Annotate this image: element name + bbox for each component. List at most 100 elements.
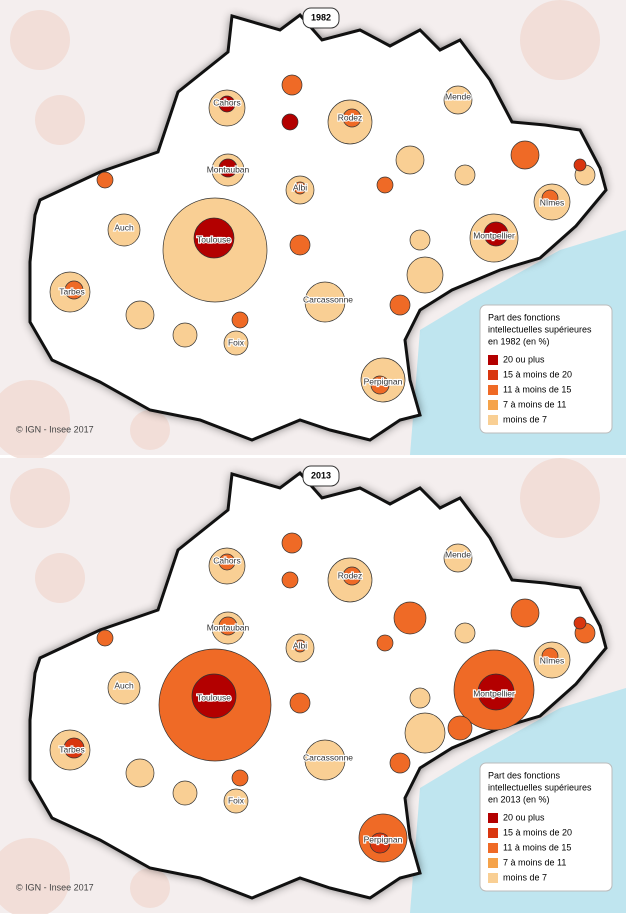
legend-label: 15 à moins de 20 <box>503 827 572 837</box>
urban-area <box>281 532 303 554</box>
legend-title: intellectuelles supérieures <box>488 324 592 334</box>
urban-area <box>172 780 198 806</box>
urban-area <box>96 171 114 189</box>
urban-area <box>443 85 473 115</box>
urban-area <box>193 217 235 259</box>
city-label: Perpignan <box>364 376 403 386</box>
credit: © IGN - Insee 2017 <box>16 424 94 434</box>
urban-area <box>447 715 473 741</box>
year-box <box>302 465 340 487</box>
city-label: Mende <box>445 91 471 101</box>
legend-swatch <box>488 400 498 410</box>
urban-area <box>304 739 346 781</box>
year-box <box>302 7 340 29</box>
map-panel: Cahors Rodez Mende Montauban Albi Nîmes Auch To… <box>0 0 626 460</box>
urban-area <box>573 158 587 172</box>
urban-area <box>125 758 155 788</box>
city-label: Tarbes <box>59 744 85 754</box>
city-label: Tarbes <box>59 286 85 296</box>
neighbor-area <box>35 553 85 603</box>
neighbor-area <box>0 380 70 460</box>
neighbor-area <box>35 95 85 145</box>
urban-area <box>409 687 431 709</box>
legend-label: 15 à moins de 20 <box>503 369 572 379</box>
urban-area <box>510 140 540 170</box>
neighbor-area <box>10 468 70 528</box>
urban-area <box>281 74 303 96</box>
legend-swatch <box>488 843 498 853</box>
legend-swatch <box>488 370 498 380</box>
city-label: Montauban <box>207 164 250 174</box>
city-label: Carcassonne <box>303 752 353 762</box>
city-label: Montpellier <box>473 230 515 240</box>
urban-area <box>289 692 311 714</box>
city-label: Cahors <box>213 97 240 107</box>
city-label: Toulouse <box>197 234 231 244</box>
urban-area <box>389 752 411 774</box>
legend-box <box>479 762 613 892</box>
urban-area <box>63 737 85 759</box>
city-label: Perpignan <box>364 834 403 844</box>
urban-area <box>231 311 249 329</box>
city-label: Montpellier <box>473 688 515 698</box>
urban-area <box>218 616 238 636</box>
credit: © IGN - Insee 2017 <box>16 882 94 892</box>
neighbor-area <box>10 10 70 70</box>
urban-area <box>541 647 559 665</box>
urban-area <box>443 543 473 573</box>
legend-swatch <box>488 858 498 868</box>
legend-label: 20 ou plus <box>503 354 545 364</box>
legend-title: Part des fonctions <box>488 770 561 780</box>
urban-area <box>395 145 425 175</box>
urban-area <box>218 95 236 113</box>
legend-swatch <box>488 813 498 823</box>
urban-area <box>107 213 141 247</box>
urban-area <box>389 294 411 316</box>
urban-area <box>304 281 346 323</box>
legend-label: moins de 7 <box>503 414 547 424</box>
urban-area <box>281 571 299 589</box>
urban-area <box>281 113 299 131</box>
urban-area <box>218 553 236 571</box>
legend-swatch <box>488 385 498 395</box>
urban-area <box>342 566 362 586</box>
legend-title: Part des fonctions <box>488 312 561 322</box>
urban-area <box>172 322 198 348</box>
legend-title: en 2013 (en %) <box>488 794 550 804</box>
city-label: Foix <box>228 795 245 805</box>
urban-area <box>191 673 237 719</box>
neighbor-area <box>0 838 70 918</box>
legend-label: 11 à moins de 15 <box>503 384 571 394</box>
urban-area <box>369 832 391 854</box>
neighbor-area <box>520 458 600 538</box>
urban-area <box>454 164 476 186</box>
urban-area <box>96 629 114 647</box>
urban-area <box>477 673 515 711</box>
city-label: Rodez <box>338 570 363 580</box>
urban-area <box>483 221 509 247</box>
urban-area <box>231 769 249 787</box>
legend-box <box>479 304 613 434</box>
urban-area <box>510 598 540 628</box>
urban-area <box>223 788 249 814</box>
legend-title: intellectuelles supérieures <box>488 782 592 792</box>
urban-area <box>376 176 394 194</box>
city-label: Foix <box>228 337 245 347</box>
urban-area <box>342 108 362 128</box>
year-label: 2013 <box>311 470 331 480</box>
city-label: Montauban <box>207 622 250 632</box>
urban-area <box>376 634 394 652</box>
urban-area <box>223 330 249 356</box>
urban-area <box>64 280 84 300</box>
city-label: Albi <box>293 182 307 192</box>
neighbor-area <box>130 868 170 908</box>
urban-area <box>293 181 307 195</box>
legend-swatch <box>488 355 498 365</box>
city-label: Auch <box>114 222 134 232</box>
legend-swatch <box>488 828 498 838</box>
urban-area <box>218 158 238 178</box>
city-label: Carcassonne <box>303 294 353 304</box>
city-label: Rodez <box>338 112 363 122</box>
city-label: Nîmes <box>540 655 565 665</box>
